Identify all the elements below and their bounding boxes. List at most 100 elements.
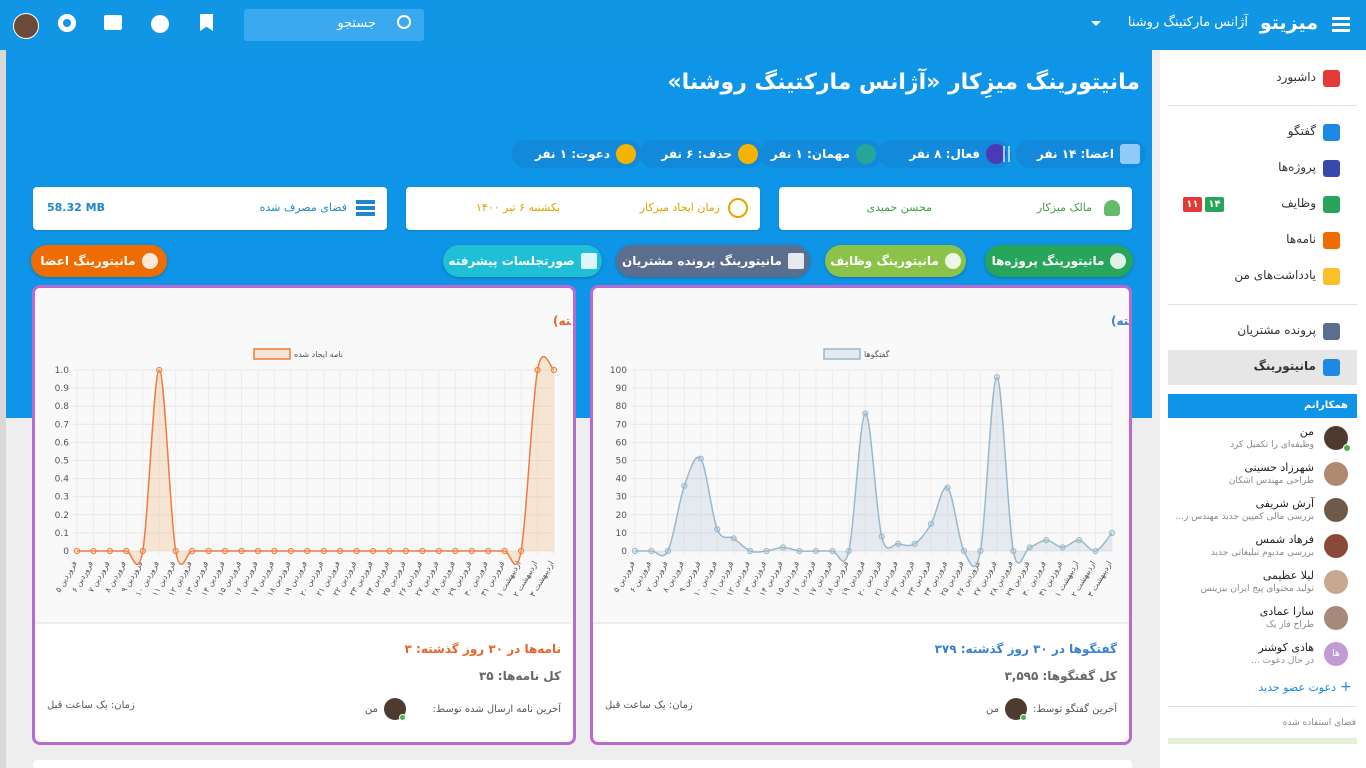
- menu-item[interactable]: گفتگو: [1287, 124, 1316, 138]
- brand[interactable]: میزیتو: [1259, 12, 1318, 34]
- stat-label: فعال: ۸ نفر: [909, 147, 980, 161]
- y-tick-label: 0: [621, 547, 627, 557]
- info-card: مالک میزکار محسن حمیدی: [779, 187, 1132, 230]
- info-icon: [1104, 200, 1120, 216]
- nav-button[interactable]: مانیتورینگ پروژه‌ها: [985, 245, 1133, 277]
- colleague-name[interactable]: فرهاد شمس: [1255, 533, 1314, 546]
- data-point: [993, 374, 1000, 381]
- help-icon[interactable]: [151, 15, 169, 33]
- colleague-name[interactable]: من: [1299, 425, 1314, 438]
- stat-label: مهمان: ۱ نفر: [770, 147, 850, 161]
- user-avatar[interactable]: [13, 13, 39, 39]
- chart-title: نامه‌ها (۳۰ روز گذشته): [553, 314, 571, 329]
- workspace-switcher[interactable]: آژانس مارکتینگ روشنا: [1127, 15, 1248, 30]
- data-point: [156, 366, 163, 374]
- data-point: [73, 547, 81, 555]
- menu-item[interactable]: مانیتورینگ: [1253, 359, 1316, 373]
- menu-icon: [1323, 70, 1340, 87]
- data-point: [501, 547, 508, 555]
- search-icon: [397, 15, 411, 29]
- online-dot: [1020, 714, 1027, 721]
- data-point: [106, 547, 113, 555]
- search-box[interactable]: [244, 9, 424, 41]
- y-tick-label: 0: [63, 547, 69, 557]
- data-point: [205, 547, 212, 555]
- data-point: [485, 547, 492, 555]
- chat-icon[interactable]: [104, 15, 122, 30]
- y-tick-label: 30: [616, 493, 628, 503]
- data-point: [402, 547, 410, 555]
- button-label: مانیتورینگ اعضا: [40, 254, 136, 268]
- chart-card: نامه‌ها (۳۰ روز گذشته) 0 0.1 0.2 0.3 0.4 0.5 0.…: [32, 285, 576, 745]
- colleague-name[interactable]: لیلا عظیمی: [1262, 569, 1314, 582]
- info-label: فضای مصرف شده: [259, 201, 347, 214]
- data-point: [911, 540, 918, 547]
- data-point: [730, 535, 737, 542]
- data-point: [1108, 529, 1116, 536]
- data-point: [648, 547, 655, 555]
- info-label: زمان ایجاد میزکار: [639, 201, 720, 214]
- stat-label: دعوت: ۱ نفر: [534, 147, 610, 161]
- data-point: [386, 547, 393, 555]
- chart-card: گفتگوها (۳۰ روز گذشته) 0 10 20 30 40 50 60 70 80 9…: [590, 285, 1132, 745]
- menu-toggle[interactable]: [1332, 17, 1350, 20]
- data-point: [796, 547, 803, 555]
- stat-icon: [986, 144, 1006, 164]
- invite-plus: +: [1340, 679, 1352, 695]
- invite-link[interactable]: دعوت عضو جدید: [1258, 681, 1336, 694]
- nav-button[interactable]: مانیتورینگ وظایف: [825, 245, 966, 277]
- menu-item[interactable]: یادداشت‌های من: [1234, 268, 1316, 282]
- menu-item[interactable]: داشبورد: [1276, 70, 1316, 84]
- colleague-avatar: ها: [1324, 642, 1348, 666]
- legend-swatch: [823, 348, 861, 360]
- menu-item[interactable]: پرونده مشتریان: [1237, 323, 1316, 337]
- settings-icon[interactable]: [58, 14, 76, 32]
- colleague-name[interactable]: آرش شریفی: [1255, 497, 1314, 510]
- colleague-name[interactable]: هادی کوشنر: [1258, 641, 1314, 654]
- divider: [1168, 105, 1357, 106]
- data-point: [829, 547, 836, 555]
- stat-label: اعضا: ۱۴ نفر: [1036, 147, 1114, 161]
- scroll-strip: [0, 50, 6, 768]
- menu-icon: [1323, 359, 1340, 376]
- nav-button[interactable]: صورتجلسات پیشرفته: [443, 245, 602, 277]
- divider-icon: [1003, 146, 1010, 162]
- data-point: [189, 547, 196, 555]
- button-icon: [944, 253, 961, 269]
- series-line: [77, 355, 555, 566]
- y-tick-label: 0.1: [55, 529, 69, 539]
- nav-button[interactable]: مانیتورینگ پرونده مشتریان: [616, 245, 810, 277]
- stat-label: حذف: ۶ نفر: [661, 147, 732, 161]
- last-by: آخرین نامه ارسال شده توسط:: [432, 704, 562, 715]
- colleague-status: تولید محتوای پیج ایران بیزینس: [1200, 584, 1314, 594]
- divider: [1168, 706, 1357, 707]
- menu-item[interactable]: وظایف: [1281, 196, 1316, 210]
- colleague-avatar: [1324, 498, 1348, 522]
- data-point: [90, 547, 97, 555]
- menu-item[interactable]: نامه‌ها: [1286, 232, 1316, 246]
- colleague-status: بررسی مدیوم تبلیغاتی جدید: [1210, 548, 1314, 558]
- button-icon: [580, 253, 597, 269]
- button-icon: [1110, 253, 1127, 269]
- data-point: [747, 547, 754, 555]
- data-point: [139, 547, 146, 555]
- stat-icon: [856, 144, 876, 164]
- stat-icon: [616, 144, 636, 164]
- stat-chip: اعضا: ۱۴ نفر: [1016, 140, 1146, 168]
- menu-icon: [1323, 160, 1340, 177]
- nav-button[interactable]: مانیتورینگ اعضا: [31, 245, 167, 277]
- colleague-name[interactable]: سارا عمادی: [1259, 605, 1314, 618]
- menu-item[interactable]: پروژه‌ها: [1278, 160, 1316, 174]
- colleague-avatar: [1324, 462, 1348, 486]
- data-point: [845, 547, 852, 555]
- card-total: کل نامه‌ها: ۳۵: [478, 669, 561, 683]
- info-icon: [728, 198, 748, 218]
- last-user: من: [365, 704, 378, 715]
- search-placeholder: جستجو: [337, 16, 376, 31]
- bookmark-icon[interactable]: [200, 14, 213, 31]
- colleague-name[interactable]: شهرزاد حسینی: [1244, 461, 1314, 474]
- task-badge: ۱۴: [1205, 197, 1224, 212]
- data-point: [238, 547, 245, 555]
- last-time: زمان: یک ساعت قبل: [47, 700, 135, 711]
- y-tick-label: 90: [616, 384, 628, 394]
